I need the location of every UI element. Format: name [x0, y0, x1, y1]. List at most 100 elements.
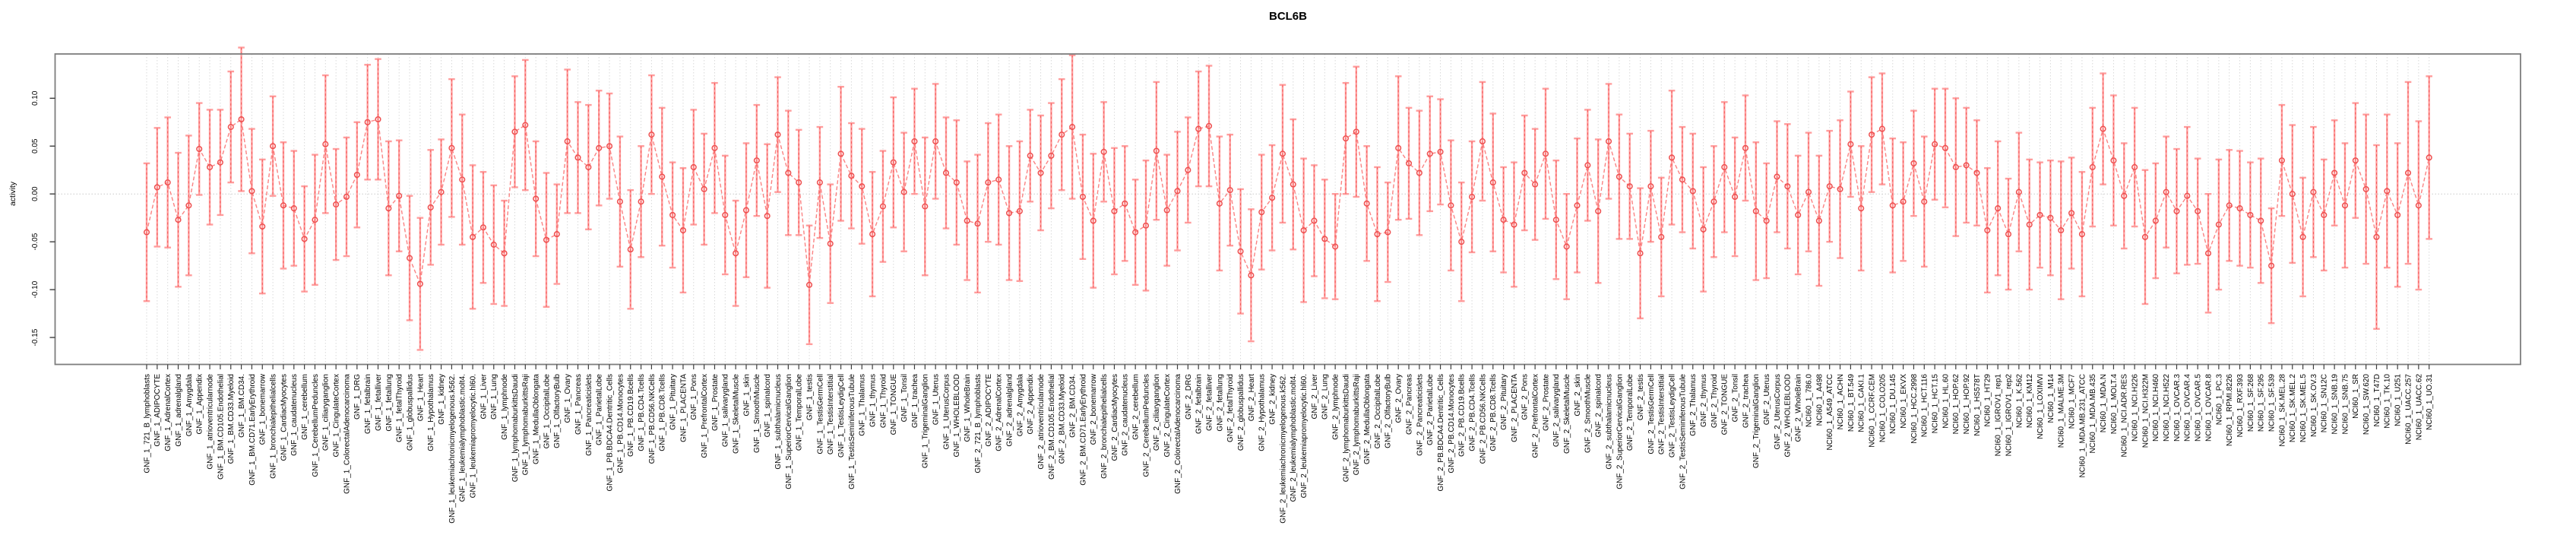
x-tick-label: GNF_1_DRG: [353, 374, 362, 420]
data-point: [1815, 217, 1822, 224]
data-point: [911, 138, 918, 145]
x-tick-label: GNF_2_leukemiapromyelocytic.hl60.: [1300, 374, 1309, 498]
x-tick-label: GNF_1_CerebellumPeduncles: [312, 374, 320, 477]
data-point: [375, 116, 381, 123]
x-tick-label: GNF_1_BM.CD71.EarlyErythroid: [248, 374, 257, 486]
data-point: [1679, 176, 1685, 183]
data-point: [312, 217, 318, 223]
data-point: [1269, 195, 1276, 201]
data-point: [164, 179, 171, 186]
data-point: [922, 203, 929, 210]
data-point: [1900, 198, 1907, 205]
data-point: [2026, 221, 2033, 228]
data-point: [1774, 173, 1780, 180]
data-point: [259, 223, 266, 230]
data-point: [1216, 200, 1223, 207]
data-point: [1932, 141, 1938, 147]
data-point: [1290, 181, 1296, 188]
data-point: [616, 198, 623, 205]
data-point: [1658, 233, 1665, 240]
data-point: [1869, 131, 1875, 138]
x-tick-label: NCI60_1_NCI.H226: [2131, 374, 2140, 442]
x-tick-label: GNF_1_bonemarrow: [259, 373, 267, 445]
x-tick-label: NCI60_1_SK.OV.3: [2310, 374, 2318, 437]
x-tick-label: NCI60_1_MDA.MB.231_ATCC: [2078, 374, 2087, 478]
data-point: [1353, 128, 1359, 135]
data-point: [974, 220, 981, 227]
x-tick-label: GNF_2_atrioventricularnode: [1037, 374, 1046, 470]
data-point: [1552, 217, 1559, 223]
data-point: [1321, 236, 1328, 242]
x-tick-label: GNF_2_adrenalgland: [1005, 374, 1014, 447]
x-tick-label: GNF_1_TestisLeydigCell: [837, 374, 846, 458]
data-point: [1532, 181, 1539, 188]
data-point: [553, 231, 560, 238]
x-tick-label: GNF_1_skin: [742, 374, 751, 416]
series-line: [146, 118, 2430, 287]
x-tick-label: GNF_2_Pancreas: [1405, 374, 1413, 435]
data-point: [1258, 209, 1265, 216]
data-point: [733, 250, 739, 257]
x-tick-label: GNF_1_WholeBrain: [964, 374, 972, 442]
x-tick-label: GNF_2_MedullaOblongata: [1363, 374, 1372, 464]
data-point: [1479, 138, 1486, 145]
data-point: [175, 217, 182, 223]
data-point: [995, 176, 1002, 183]
x-tick-label: GNF_1_testis: [805, 374, 814, 420]
data-point: [1069, 124, 1076, 131]
data-point: [2373, 233, 2380, 240]
data-point: [2341, 202, 2349, 209]
x-tick-label: GNF_2_CardiacMyocytes: [1111, 374, 1119, 461]
data-point: [1374, 231, 1381, 238]
x-tick-label: GNF_2_WholeBrain: [1795, 374, 1803, 442]
x-tick-label: GNF_1_Pancreaticislets: [585, 374, 593, 456]
x-tick-label: GNF_1_caudatenucleus: [290, 374, 299, 456]
x-tick-label: NCI60_1_ACHN: [1837, 374, 1845, 429]
x-tick-label: GNF_2_BM.CD34.: [1068, 374, 1077, 438]
x-tick-label: NCI60_1_HS578T: [1973, 374, 1982, 436]
x-tick-label: GNF_2_lymphomaburkittsDaudi: [1342, 374, 1350, 482]
data-point: [1226, 187, 1233, 194]
x-tick-label: NCI60_1_M14: [2047, 374, 2055, 423]
x-tick-label: GNF_1_OlfactoryBulb: [553, 374, 562, 448]
data-point: [2100, 125, 2106, 132]
x-tick-label: GNF_1_AdrenalCortex: [164, 374, 172, 451]
data-point: [1185, 166, 1191, 173]
x-tick-label: GNF_2_lymphomaburkittsRaji: [1353, 374, 1361, 475]
x-tick-label: GNF_2_leukemiachronicmyelogenous.k562.: [1279, 374, 1287, 524]
x-tick-label: GNF_2_CerebellumPeduncles: [1142, 374, 1150, 477]
x-tick-label: NCI60_1_EKVX: [1900, 374, 1908, 429]
data-point: [564, 138, 571, 145]
data-point: [2047, 214, 2054, 221]
x-tick-label: GNF_1_Uterus: [932, 374, 941, 425]
x-tick-label: GNF_1_leukemiapromyelocytic.hl60.: [470, 374, 478, 498]
x-tick-label: GNF_1_ciliaryganglion: [322, 374, 331, 451]
x-tick-label: GNF_2_salivarygland: [1552, 374, 1561, 447]
x-tick-label: GNF_2_SmoothMuscle: [1584, 374, 1593, 453]
y-tick-label: -0.15: [31, 328, 40, 346]
x-tick-label: NCI60_1_SNB.75: [2341, 374, 2350, 435]
data-point: [774, 131, 781, 138]
data-point: [1521, 169, 1528, 176]
data-point: [1805, 188, 1812, 195]
data-point: [1732, 193, 1739, 201]
x-tick-label: NCI60_1_DU.145: [1889, 374, 1897, 434]
x-tick-label: GNF_2_cerebellum: [1132, 374, 1141, 440]
x-tick-label: NCI60_1_NCI.H460: [2152, 374, 2160, 442]
x-tick-label: GNF_1_Ovary: [564, 374, 572, 423]
x-tick-label: NCI60_1_SF.539: [2267, 374, 2276, 432]
data-point: [1784, 183, 1791, 190]
x-tick-label: GNF_1_leukemialymphoblastic.molt4.: [459, 374, 467, 502]
data-point: [1952, 163, 1959, 170]
x-tick-label: GNF_1_TestisSeminiferousTubule: [848, 374, 856, 489]
x-tick-label: GNF_2_spinalcord: [1595, 374, 1603, 437]
data-point: [322, 141, 329, 147]
x-tick-label: GNF_1_SkeletalMuscle: [733, 374, 741, 454]
x-tick-label: GNF_1_Tonsil: [900, 374, 909, 422]
x-tick-label: GNF_2_PB.CD56.NKCells: [1479, 374, 1487, 464]
x-tick-label: GNF_1_Prostate: [711, 374, 720, 431]
x-tick-label: GNF_1_Pons: [690, 374, 698, 420]
x-tick-label: GNF_1_SuperiorCervicalGanglion: [785, 374, 793, 489]
data-point: [153, 184, 160, 191]
x-tick-label: NCI60_1_SNB.19: [2331, 374, 2340, 435]
